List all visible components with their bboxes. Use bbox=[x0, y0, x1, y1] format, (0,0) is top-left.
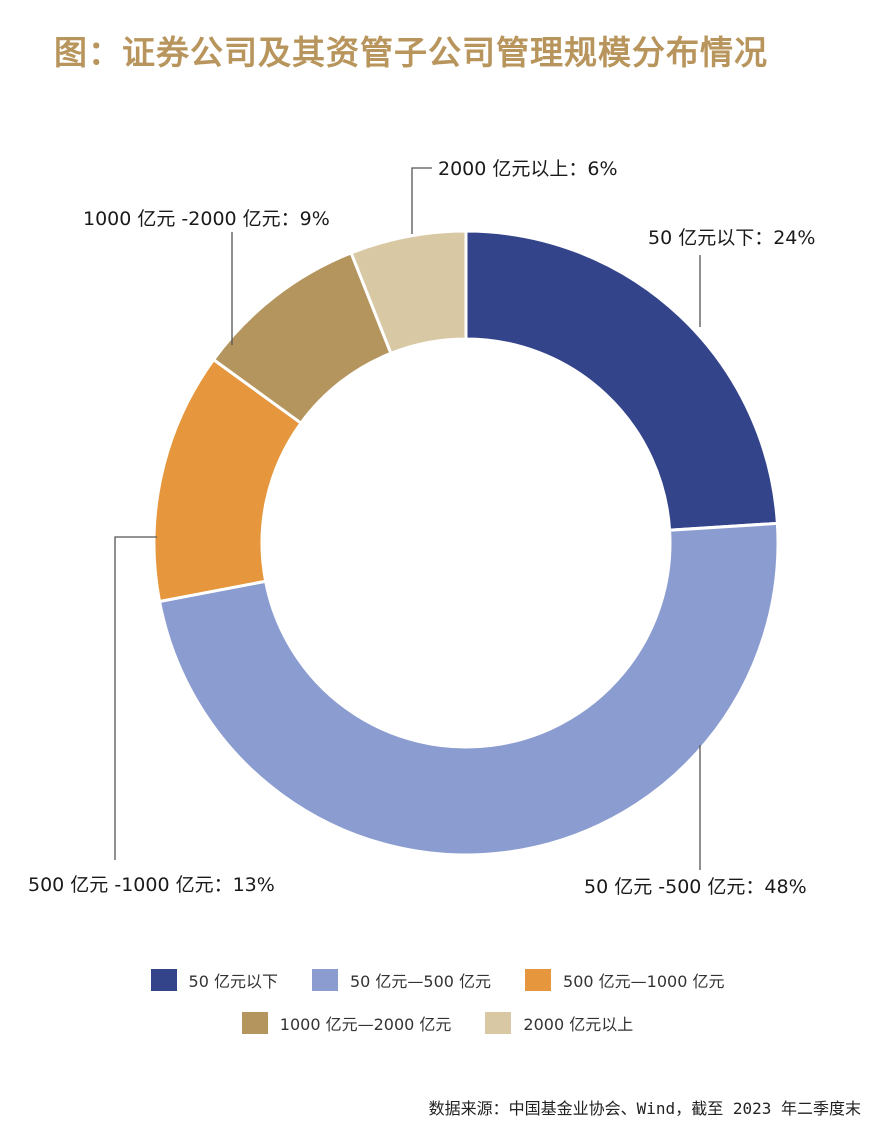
legend-swatch bbox=[485, 1012, 512, 1034]
slice-data-label: 500 亿元 -1000 亿元：13% bbox=[28, 874, 275, 896]
legend-item: 500 亿元—1000 亿元 bbox=[525, 968, 724, 992]
legend-label: 50 亿元—500 亿元 bbox=[349, 972, 492, 991]
slice-data-label: 50 亿元 -500 亿元：48% bbox=[584, 876, 807, 898]
callout-leader-line bbox=[114, 536, 157, 860]
slice-data-label: 2000 亿元以上：6% bbox=[438, 158, 618, 180]
source-note: 数据来源：中国基金业协会、Wind，截至 2023 年二季度末 bbox=[428, 1099, 861, 1118]
legend-label: 1000 亿元—2000 亿元 bbox=[279, 1015, 452, 1034]
slice-data-label: 50 亿元以下：24% bbox=[648, 227, 815, 249]
legend-item: 1000 亿元—2000 亿元 bbox=[241, 1011, 452, 1035]
legend-item: 50 亿元—500 亿元 bbox=[311, 968, 492, 992]
legend-item: 50 亿元以下 bbox=[150, 968, 278, 992]
slice-data-label: 1000 亿元 -2000 亿元：9% bbox=[83, 208, 330, 230]
legend-row-2: 1000 亿元—2000 亿元 2000 亿元以上 bbox=[0, 1011, 875, 1035]
callout-leader-line bbox=[411, 167, 432, 234]
donut-slice bbox=[157, 521, 780, 857]
legend-item: 2000 亿元以上 bbox=[485, 1011, 633, 1035]
legend-label: 2000 亿元以上 bbox=[523, 1015, 634, 1034]
legend-swatch bbox=[241, 1012, 268, 1034]
legend-swatch bbox=[150, 969, 177, 991]
legend-row-1: 50 亿元以下 50 亿元—500 亿元 500 亿元—1000 亿元 bbox=[0, 968, 875, 992]
donut-slice bbox=[464, 229, 779, 532]
legend-swatch bbox=[525, 969, 552, 991]
donut-slice bbox=[349, 229, 468, 356]
legend-swatch bbox=[311, 969, 338, 991]
legend-label: 500 亿元—1000 亿元 bbox=[563, 972, 725, 991]
chart-title: 图：证券公司及其资管子公司管理规模分布情况 bbox=[54, 33, 768, 72]
legend-label: 50 亿元以下 bbox=[188, 972, 278, 991]
